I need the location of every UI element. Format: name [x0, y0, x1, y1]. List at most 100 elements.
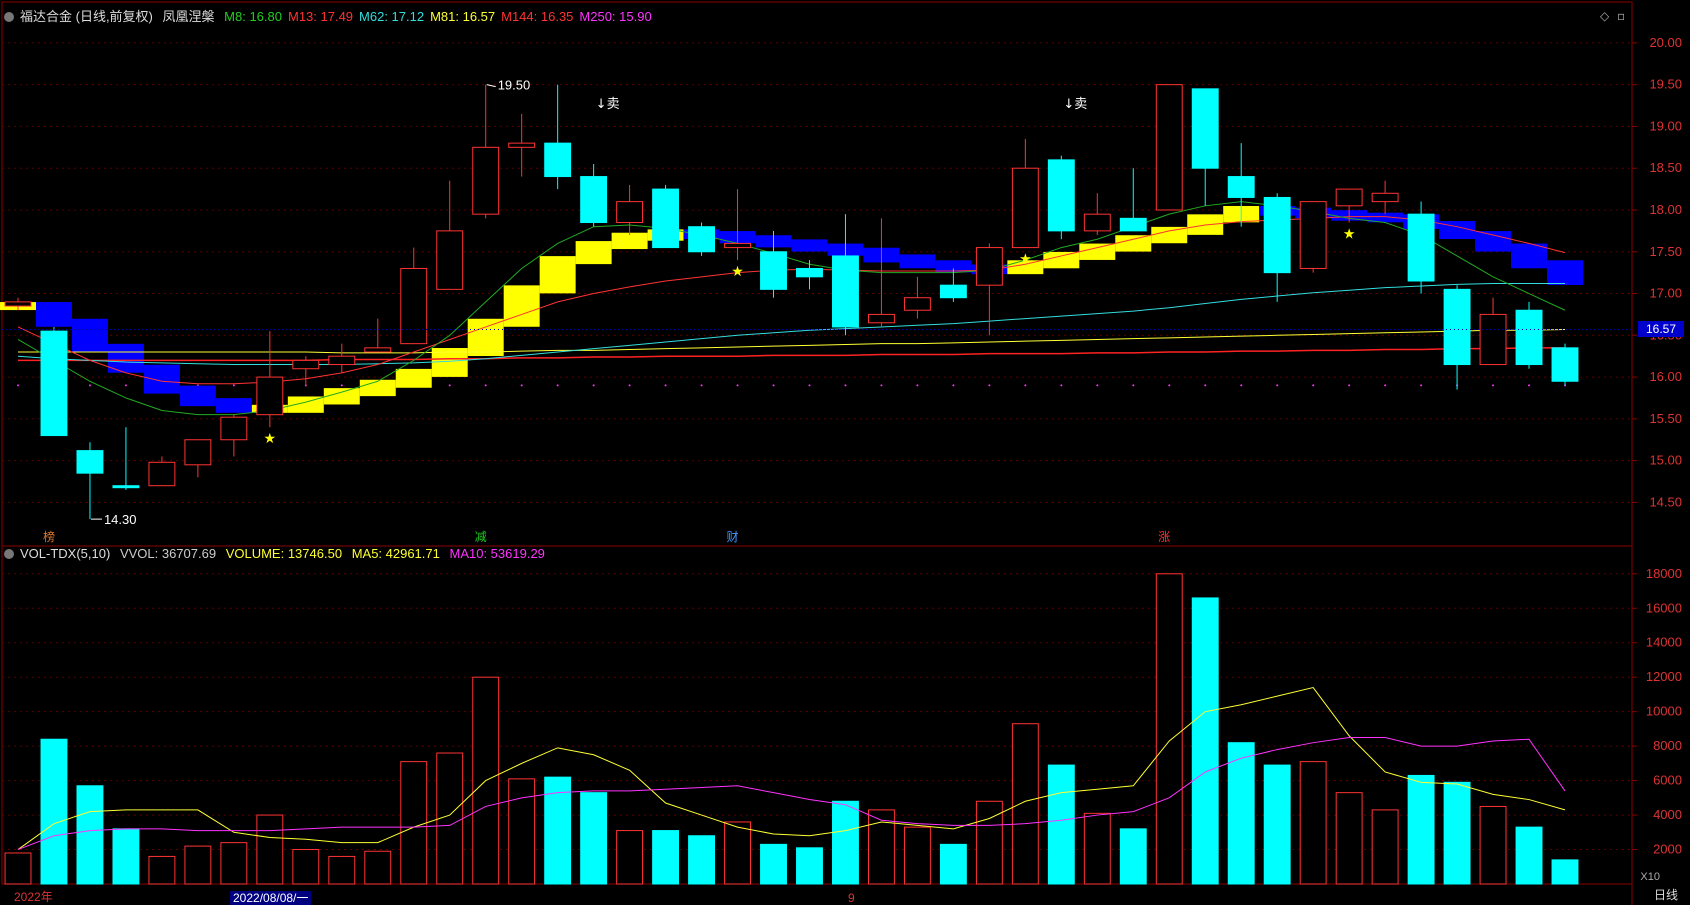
- candle-body: [40, 330, 68, 437]
- volume-bar: [688, 835, 716, 885]
- price-tick-label: 15.00: [1649, 453, 1682, 468]
- sell-marker: ↓卖: [1063, 97, 1087, 112]
- candle-body: [796, 267, 823, 278]
- ma-legend: M8: 16.80 M13: 17.49 M62: 17.12 M81: 16.57 M…: [224, 9, 658, 24]
- period-label[interactable]: 日线: [1653, 888, 1678, 902]
- price-tick-label: 18.00: [1649, 202, 1682, 217]
- ma250-dot: [988, 384, 991, 387]
- vvol-value: VVOL: 36707.69: [119, 546, 217, 561]
- candle-body: [1443, 288, 1471, 366]
- price-tick-label: 17.00: [1649, 286, 1682, 301]
- ma250-dot: [520, 384, 523, 387]
- ma250-dot: [484, 384, 487, 387]
- volume-tick-label: 8000: [1653, 738, 1682, 753]
- indicator-name[interactable]: 凤凰涅槃: [162, 9, 215, 24]
- ma250-dot: [1276, 384, 1279, 387]
- volume-indicator-toggle-icon[interactable]: [4, 549, 14, 559]
- ma-legend-item: M250: 15.90: [579, 9, 652, 24]
- volume-bar: [652, 830, 680, 885]
- volume-tick-label: 4000: [1653, 807, 1682, 822]
- volume-tick-label: 2000: [1653, 842, 1682, 857]
- ribbon-segment: [539, 256, 576, 294]
- candle-body: [1371, 192, 1399, 203]
- volume-bar: [508, 778, 536, 885]
- ma250-dot: [1060, 384, 1063, 387]
- candle-body: [688, 226, 716, 253]
- candle-body: [364, 347, 392, 353]
- volume-tick-label: 12000: [1646, 669, 1682, 684]
- high-price-pointer: [486, 84, 496, 88]
- ribbon-segment: [611, 232, 648, 250]
- ribbon-segment: [143, 364, 180, 394]
- volume-bar: [148, 855, 176, 885]
- ribbon-segment: [899, 254, 936, 269]
- volume-bar: [1227, 742, 1255, 885]
- event-tag: 涨: [1158, 529, 1170, 544]
- ma250-dot: [1096, 384, 1099, 387]
- candle-body: [1083, 213, 1111, 232]
- volume-indicator-name[interactable]: VOL-TDX(5,10): [20, 546, 111, 561]
- x-year-label: 2022年: [14, 890, 53, 904]
- ma250-dot: [880, 384, 883, 387]
- price-tick-label: 18.50: [1649, 160, 1682, 175]
- ma250-dot: [952, 384, 955, 387]
- ribbon-segment: [467, 318, 504, 357]
- indicator-toggle-icon[interactable]: [4, 12, 14, 22]
- ma250-dot: [232, 384, 235, 387]
- candle-body: [472, 146, 500, 215]
- event-tag: 财: [727, 530, 739, 544]
- volume-bar: [112, 828, 140, 885]
- ma250-dot: [1024, 384, 1027, 387]
- ma250-dot: [88, 384, 91, 387]
- ribbon-segment: [1115, 235, 1152, 252]
- ribbon-segment: [1475, 231, 1512, 252]
- volume-bar: [1263, 764, 1291, 885]
- ribbon-segment: [179, 385, 216, 407]
- volume-bar: [1443, 781, 1471, 885]
- ribbon-segment: [1511, 243, 1548, 269]
- price-tick-label: 19.00: [1649, 118, 1682, 133]
- volume-bar: [76, 785, 104, 885]
- candle-body: [1011, 167, 1039, 249]
- volume-bar: [184, 845, 212, 885]
- ma250-dot: [844, 384, 847, 387]
- price-tick-label: 15.50: [1649, 411, 1682, 426]
- volume-tick-label: 10000: [1646, 704, 1682, 719]
- volume-bar: [1011, 723, 1039, 885]
- candle-body: [1479, 313, 1507, 366]
- ribbon-segment: [215, 398, 252, 413]
- volume-bar: [328, 855, 356, 885]
- volume-bar: [1515, 826, 1543, 885]
- volume-bar: [580, 792, 608, 885]
- ribbon-segment: [1043, 251, 1080, 269]
- current-price-tag: 16.57: [1638, 321, 1684, 338]
- candle-body: [400, 267, 428, 345]
- volume-value: VOLUME: 13746.50: [225, 546, 343, 561]
- candle-body: [903, 297, 931, 311]
- ma250-dot: [1204, 384, 1207, 387]
- volume-bar: [40, 738, 68, 885]
- ribbon-segment: [71, 318, 108, 352]
- candle-body: [1299, 201, 1327, 269]
- price-tick-label: 20.00: [1649, 35, 1682, 50]
- ma250-dot: [916, 384, 919, 387]
- ma-legend-item: M62: 17.12: [359, 9, 425, 24]
- candle-body: [975, 247, 1003, 286]
- buy-star-marker: ★: [731, 264, 744, 280]
- volume-unit-label: X10: [1640, 871, 1660, 883]
- ribbon-segment: [359, 379, 396, 397]
- volume-bar: [616, 830, 644, 885]
- price-tick-label: 17.50: [1649, 244, 1682, 259]
- candle-body: [1515, 309, 1543, 366]
- volume-bar: [1155, 573, 1183, 885]
- ribbon-segment: [287, 396, 324, 413]
- ribbon-segment: [107, 343, 144, 373]
- volume-ma10-value: MA10: 53619.29: [449, 546, 545, 561]
- candle-body: [1335, 188, 1363, 207]
- ma250-dot: [1420, 384, 1423, 387]
- volume-bar: [975, 800, 1003, 885]
- candle-body: [652, 188, 680, 249]
- ma250-dot: [1312, 384, 1315, 387]
- ribbon-segment: [575, 241, 612, 265]
